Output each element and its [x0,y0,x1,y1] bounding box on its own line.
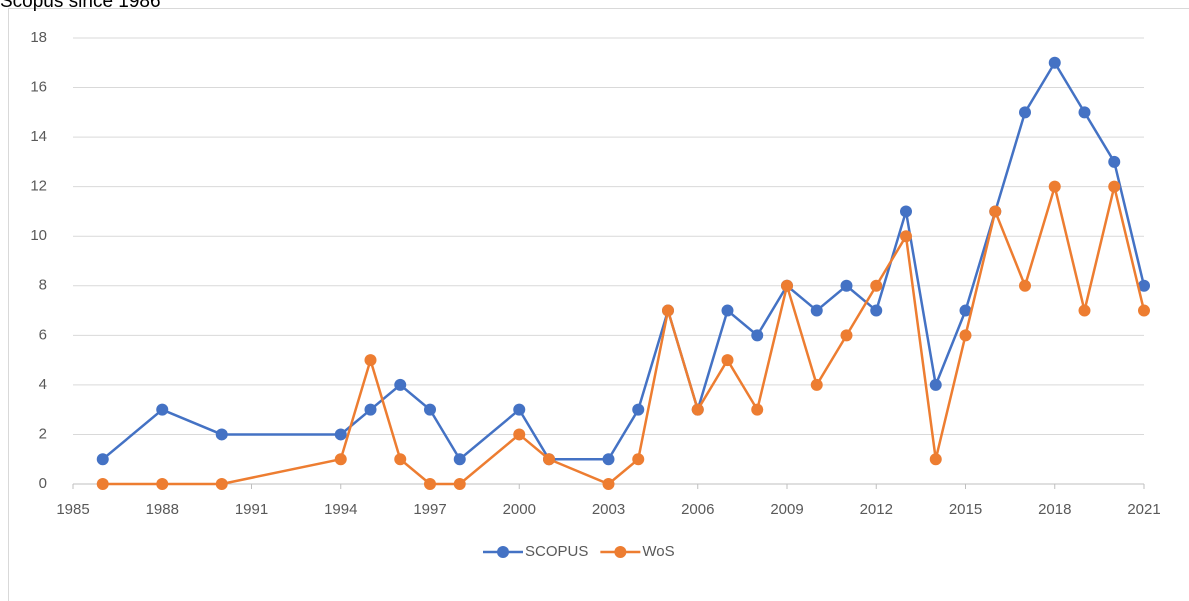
data-point [989,205,1002,218]
data-point [662,304,674,317]
data-point [840,279,853,292]
y-tick-label: 4 [39,376,47,393]
data-point [781,279,793,292]
data-point [602,478,615,490]
data-point [1078,106,1091,119]
data-point [632,403,645,416]
data-point [1048,56,1061,69]
y-tick-label: 12 [30,178,47,195]
data-point [156,403,169,416]
data-point [453,478,466,490]
data-point [721,304,734,317]
chart-title: Scopus since 1986 [0,0,161,12]
data-point [424,403,436,416]
data-point [1019,279,1031,292]
data-point [721,354,734,367]
legend-label: SCOPUS [525,543,588,560]
data-point [840,329,853,342]
y-tick-label: 16 [30,79,47,96]
data-point [1108,155,1121,168]
data-point [215,428,228,441]
data-point [632,453,645,466]
legend-marker [497,546,509,558]
x-tick-label: 2018 [1038,501,1071,518]
data-point [394,453,407,466]
y-tick-label: 6 [39,326,47,343]
data-point [96,453,109,466]
x-tick-label: 1994 [324,501,357,518]
data-point [1138,304,1150,317]
data-point [959,304,972,317]
data-point [929,453,942,466]
data-point [334,428,347,441]
y-tick-label: 8 [39,277,47,294]
y-tick-label: 10 [30,227,47,244]
data-point [453,453,466,466]
x-tick-label: 1991 [235,501,268,518]
y-tick-label: 18 [30,29,47,46]
data-point [334,453,347,466]
data-point [96,478,109,490]
legend-marker [614,546,627,558]
x-tick-label: 1988 [146,501,179,518]
data-point [424,478,436,490]
data-point [1078,304,1091,317]
data-point [394,378,407,391]
x-tick-label: 1997 [413,501,446,518]
data-point [751,329,764,342]
data-point [1138,279,1150,292]
data-point [691,403,704,416]
data-point [513,428,526,441]
chart-border [8,8,1189,601]
data-point [810,378,823,391]
y-tick-label: 14 [30,128,47,145]
legend-label: WoS [642,543,674,560]
data-point [1108,180,1121,193]
y-tick-label: 0 [39,475,47,492]
data-point [156,478,169,490]
data-point [870,304,883,317]
series-line [101,60,1146,462]
x-tick-label: 2000 [503,501,536,518]
data-point [1048,180,1061,193]
x-tick-label: 1985 [56,501,89,518]
x-tick-label: 2003 [592,501,625,518]
x-tick-label: 2012 [860,501,893,518]
data-point [602,453,615,466]
x-tick-label: 2015 [949,501,982,518]
data-point [215,478,228,490]
data-point [1019,106,1031,119]
y-tick-label: 2 [39,425,47,442]
data-point [513,403,526,416]
data-point [810,304,823,317]
data-point [543,453,555,466]
data-point [364,403,377,416]
x-tick-label: 2009 [770,501,803,518]
data-point [870,279,883,292]
data-point [959,329,972,342]
data-point [751,403,764,416]
data-point [929,378,942,391]
x-tick-label: 2021 [1127,501,1160,518]
x-tick-label: 2006 [681,501,714,518]
data-point [364,354,377,367]
data-point [900,205,912,218]
data-point [900,230,912,243]
